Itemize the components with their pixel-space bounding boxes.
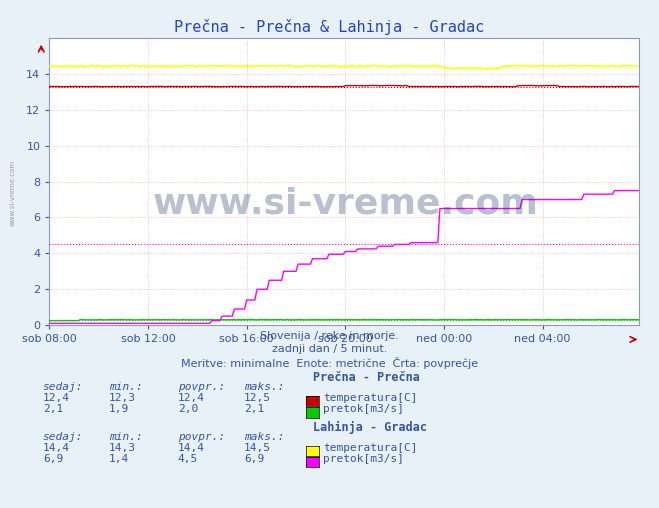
Text: pretok[m3/s]: pretok[m3/s] [323, 404, 404, 415]
Text: Lahinja - Gradac: Lahinja - Gradac [313, 421, 427, 434]
Text: 2,1: 2,1 [244, 404, 264, 415]
Text: povpr.:: povpr.: [178, 432, 225, 442]
Text: zadnji dan / 5 minut.: zadnji dan / 5 minut. [272, 344, 387, 354]
Text: 6,9: 6,9 [244, 454, 264, 464]
Text: sedaj:: sedaj: [43, 432, 83, 442]
Text: 2,1: 2,1 [43, 404, 63, 415]
Text: temperatura[C]: temperatura[C] [323, 393, 417, 403]
Text: Meritve: minimalne  Enote: metrične  Črta: povprečje: Meritve: minimalne Enote: metrične Črta:… [181, 357, 478, 369]
Text: 12,4: 12,4 [178, 393, 205, 403]
Text: maks.:: maks.: [244, 432, 284, 442]
Text: maks.:: maks.: [244, 382, 284, 392]
Text: 14,4: 14,4 [178, 443, 205, 453]
Text: 4,5: 4,5 [178, 454, 198, 464]
Text: sedaj:: sedaj: [43, 382, 83, 392]
Text: temperatura[C]: temperatura[C] [323, 443, 417, 453]
Text: 14,3: 14,3 [109, 443, 136, 453]
Text: Prečna - Prečna: Prečna - Prečna [313, 371, 420, 384]
Text: 14,5: 14,5 [244, 443, 271, 453]
Text: www.si-vreme.com: www.si-vreme.com [10, 160, 16, 226]
Text: pretok[m3/s]: pretok[m3/s] [323, 454, 404, 464]
Text: 1,9: 1,9 [109, 404, 129, 415]
Text: min.:: min.: [109, 432, 142, 442]
Text: 14,4: 14,4 [43, 443, 70, 453]
Text: Prečna - Prečna & Lahinja - Gradac: Prečna - Prečna & Lahinja - Gradac [175, 19, 484, 35]
Text: Slovenija / reke in morje.: Slovenija / reke in morje. [260, 331, 399, 341]
Text: www.si-vreme.com: www.si-vreme.com [153, 186, 539, 220]
Text: 6,9: 6,9 [43, 454, 63, 464]
Text: 12,5: 12,5 [244, 393, 271, 403]
Text: 2,0: 2,0 [178, 404, 198, 415]
Text: povpr.:: povpr.: [178, 382, 225, 392]
Text: 12,3: 12,3 [109, 393, 136, 403]
Text: 12,4: 12,4 [43, 393, 70, 403]
Text: min.:: min.: [109, 382, 142, 392]
Text: 1,4: 1,4 [109, 454, 129, 464]
